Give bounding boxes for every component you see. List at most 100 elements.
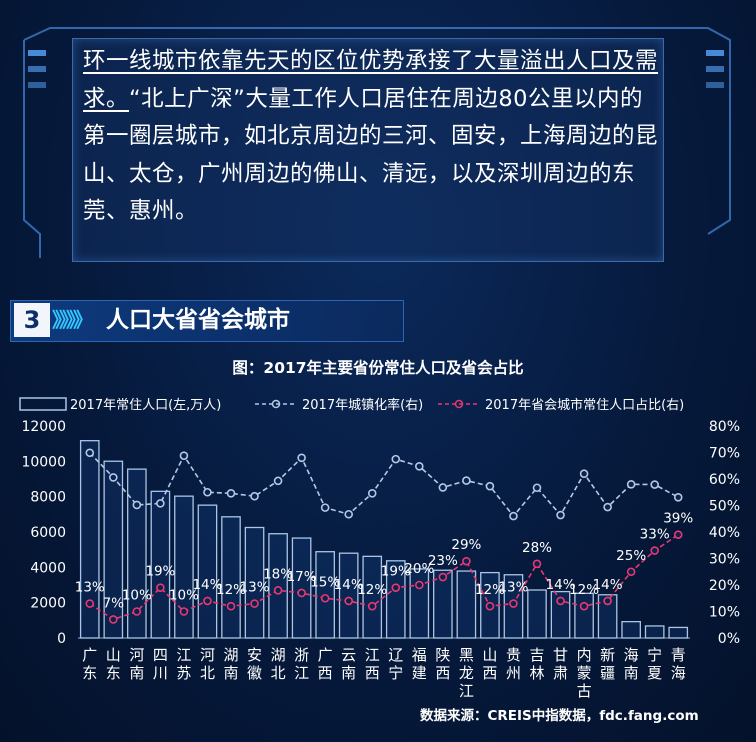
urbanization-point <box>226 489 236 498</box>
population-bar <box>644 625 665 639</box>
section-title: 人口大省省会城市 <box>106 307 290 333</box>
capital-share-point <box>367 601 377 611</box>
capital-share-point <box>579 601 589 611</box>
x-tick-label: 广东 <box>82 646 97 682</box>
capital-share-label: 23% <box>428 553 458 569</box>
capital-share-label: 29% <box>451 537 481 553</box>
population-bar <box>621 620 641 639</box>
x-tick-label: 黑龙江 <box>459 646 474 700</box>
capital-share-label: 39% <box>663 511 693 527</box>
legend-capital-label: 2017年省会城市常住人口占比(右) <box>485 397 684 413</box>
x-tick-label: 海南 <box>624 646 639 682</box>
capital-share-label: 33% <box>640 527 670 543</box>
capital-share-point <box>203 596 212 606</box>
section-arrows-icon: 》》》》 <box>52 308 93 332</box>
capital-share-point <box>132 607 142 616</box>
population-bar <box>338 552 359 639</box>
population-bar <box>291 537 312 639</box>
capital-share-label: 20% <box>404 561 434 577</box>
x-tick-label: 云南 <box>341 646 356 682</box>
legend-capital-marker <box>454 399 464 409</box>
capital-share-point <box>273 586 283 595</box>
capital-share-point <box>626 567 636 577</box>
urbanization-point <box>485 481 495 491</box>
population-bar <box>150 490 171 639</box>
chart-title: 图：2017年主要省份常住人口及省会占比 <box>232 358 523 377</box>
x-tick-label: 河南 <box>129 646 144 682</box>
right-axis-tick: 60% <box>709 472 740 488</box>
quote-frame <box>23 27 731 258</box>
urbanization-point <box>603 502 612 512</box>
capital-share-label: 14% <box>546 577 576 593</box>
urbanization-point <box>650 480 659 489</box>
population-bar <box>597 594 618 639</box>
capital-share-label: 14% <box>593 577 623 593</box>
x-tick-label: 福建 <box>412 646 427 682</box>
line-series: 13%7%10%19%10%14%12%13%18%17%15%14%12%19… <box>75 448 693 624</box>
left-axis-tick: 4000 <box>30 560 66 576</box>
left-axis-tick: 2000 <box>30 596 66 612</box>
capital-share-point <box>109 615 118 624</box>
urbanization-point <box>132 500 142 510</box>
x-tick-label: 青海 <box>671 646 686 682</box>
capital-share-point <box>297 588 306 598</box>
urbanization-point <box>415 461 424 471</box>
capital-share-point <box>556 596 565 606</box>
capital-share-point <box>650 546 659 555</box>
urbanization-point <box>344 509 353 519</box>
x-tick-label: 宁夏 <box>647 646 662 682</box>
urbanization-point <box>438 483 448 492</box>
population-bar <box>244 526 265 639</box>
capital-share-label: 7% <box>103 595 125 611</box>
x-tick-label: 湖南 <box>223 646 238 682</box>
capital-share-label: 25% <box>616 548 646 564</box>
x-tick-label: 湖北 <box>271 646 286 682</box>
left-axis-tick: 10000 <box>21 454 66 470</box>
right-axis-tick: 20% <box>709 578 740 594</box>
section-number: 3 <box>23 306 41 334</box>
capital-share-label: 28% <box>522 540 552 556</box>
quote-highlight: 环一线城市依靠先天的区位优势承接了大量溢出人口及需求。 <box>83 48 659 112</box>
population-bar <box>197 504 218 639</box>
capital-share-label: 14% <box>192 577 222 593</box>
urbanization-point <box>556 510 565 520</box>
x-tick-label: 陕西 <box>435 646 450 682</box>
x-tick-label: 安徽 <box>247 646 262 682</box>
capital-share-label: 13% <box>498 580 528 596</box>
bar-series <box>79 440 689 639</box>
urbanization-point <box>156 499 165 508</box>
legend-bar-label: 2017年常住人口(左,万人) <box>70 398 221 413</box>
right-axis-tick: 30% <box>709 552 740 568</box>
population-bar <box>574 592 594 639</box>
x-tick-label: 甘肃 <box>553 646 568 682</box>
capital-share-label: 18% <box>263 566 293 582</box>
left-axis-tick: 12000 <box>21 419 66 435</box>
urbanization-point <box>273 476 283 486</box>
capital-share-label: 10% <box>122 588 152 604</box>
population-bar <box>221 516 241 639</box>
x-tick-label: 贵州 <box>506 646 521 682</box>
capital-share-label: 13% <box>240 580 270 596</box>
x-tick-label: 广西 <box>318 646 333 682</box>
data-source: 数据来源：CREIS中指数据，fdc.fang.com <box>420 708 699 724</box>
capital-share-point <box>250 599 259 608</box>
legend-urban-marker <box>271 399 281 409</box>
capital-share-label: 12% <box>569 582 599 598</box>
x-tick-label: 山东 <box>106 646 121 682</box>
quote-box: 环一线城市依靠先天的区位优势承接了大量溢出人口及需求。“北上广深”大量工作人口居… <box>72 38 664 262</box>
capital-share-label: 12% <box>357 582 387 598</box>
urbanization-point <box>320 503 330 512</box>
capital-share-point <box>226 601 236 611</box>
right-axis-tick: 40% <box>709 525 740 541</box>
x-tick-label: 河北 <box>200 646 215 682</box>
chart-legend: 2017年常住人口(左,万人) 2017年城镇化率(右) 2017年省会城市常住人口… <box>19 397 684 413</box>
x-tick-label: 江苏 <box>176 646 191 682</box>
left-axis-tick: 8000 <box>30 490 66 506</box>
population-chart: 图：2017年主要省份常住人口及省会占比 2017年常住人口(左,万人) 2017… <box>19 358 740 700</box>
capital-share-point <box>415 580 424 590</box>
population-bar <box>362 555 383 639</box>
urbanization-point <box>85 448 95 458</box>
capital-share-label: 19% <box>145 564 175 580</box>
x-tick-labels: 广东山东河南四川江苏河北湖南安徽湖北浙江广西云南江西辽宁福建陕西黑龙江山西贵州吉… <box>82 646 685 700</box>
urbanization-point <box>203 487 212 497</box>
